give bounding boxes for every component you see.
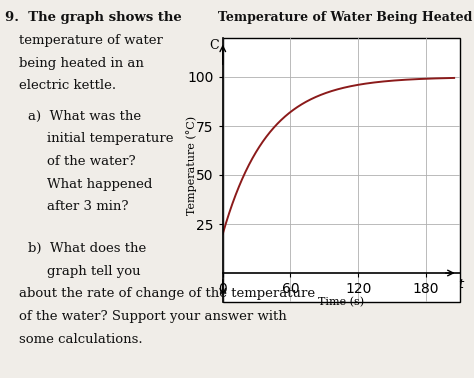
Text: 9.  The graph shows the: 9. The graph shows the bbox=[5, 11, 182, 24]
Text: a)  What was the: a) What was the bbox=[28, 110, 142, 122]
Text: of the water? Support your answer with: of the water? Support your answer with bbox=[19, 310, 287, 323]
Text: of the water?: of the water? bbox=[47, 155, 136, 168]
Text: after 3 min?: after 3 min? bbox=[47, 200, 129, 213]
Text: b)  What does the: b) What does the bbox=[28, 242, 146, 255]
Text: graph tell you: graph tell you bbox=[47, 265, 141, 277]
Text: temperature of water: temperature of water bbox=[19, 34, 163, 47]
Text: Temperature (°C): Temperature (°C) bbox=[186, 116, 197, 215]
Text: Time (s): Time (s) bbox=[318, 296, 365, 307]
Text: $t$: $t$ bbox=[457, 278, 465, 291]
Text: What happened: What happened bbox=[47, 178, 153, 191]
Text: about the rate of change of the temperature: about the rate of change of the temperat… bbox=[19, 287, 315, 300]
Text: some calculations.: some calculations. bbox=[19, 333, 143, 345]
Text: being heated in an: being heated in an bbox=[19, 57, 144, 70]
Text: Temperature of Water Being Heated: Temperature of Water Being Heated bbox=[218, 11, 473, 24]
Text: initial temperature: initial temperature bbox=[47, 132, 174, 145]
Text: C: C bbox=[209, 39, 219, 52]
Text: electric kettle.: electric kettle. bbox=[19, 79, 116, 92]
